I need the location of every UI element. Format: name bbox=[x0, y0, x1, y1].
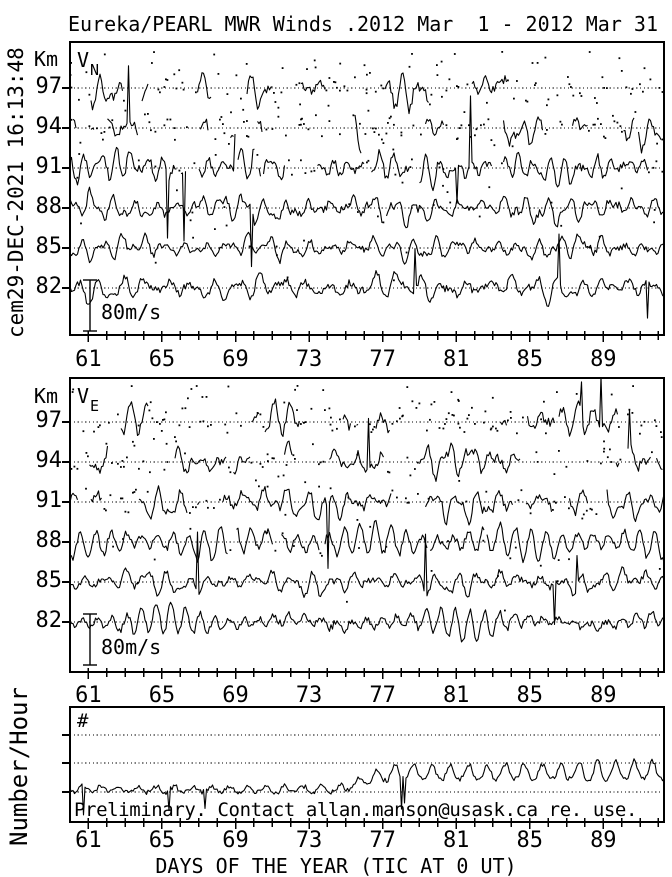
y-tick-label: 91 bbox=[35, 154, 63, 179]
vn-panel-unit-label: Km bbox=[33, 47, 58, 71]
x-tick-label: 81 bbox=[442, 683, 470, 708]
y-tick-label: 85 bbox=[35, 568, 63, 593]
vn-panel-label: VN bbox=[77, 48, 100, 79]
x-tick-label: 65 bbox=[148, 347, 176, 372]
x-tick-label: 81 bbox=[442, 828, 470, 853]
x-tick-label: 65 bbox=[148, 683, 176, 708]
y-tick-label: 97 bbox=[35, 74, 63, 99]
x-tick-label: 85 bbox=[516, 347, 544, 372]
x-tick-label: 77 bbox=[369, 347, 396, 372]
x-tick-label: 61 bbox=[75, 828, 102, 853]
preliminary-notice: Preliminary. Contact allan.manson@usask.… bbox=[74, 799, 637, 821]
x-axis-title: DAYS OF THE YEAR (TIC AT 0 UT) bbox=[155, 854, 517, 877]
plot-title: Eureka/PEARL MWR Winds .2012 Mar 1 - 201… bbox=[68, 12, 659, 36]
vn-label-sub: N bbox=[90, 61, 100, 79]
count-panel-group bbox=[62, 706, 665, 829]
ve-panel-label: VE bbox=[77, 384, 100, 415]
x-tick-label: 77 bbox=[369, 683, 396, 708]
x-tick-label: 89 bbox=[590, 683, 617, 708]
x-tick-label: 77 bbox=[369, 828, 396, 853]
x-tick-label: 61 bbox=[75, 347, 102, 372]
x-tick-label: 61 bbox=[75, 683, 102, 708]
vn-panel-group bbox=[62, 41, 665, 342]
ve-panel-unit-label: Km bbox=[33, 384, 58, 408]
x-tick-label: 89 bbox=[590, 828, 617, 853]
y-tick-label: 91 bbox=[35, 488, 63, 513]
count-traces bbox=[71, 758, 663, 816]
y-tick-label: 82 bbox=[35, 274, 63, 299]
x-tick-label: 73 bbox=[295, 683, 323, 708]
count-panel-corner-label: # bbox=[77, 710, 89, 732]
y-tick-label: 88 bbox=[35, 194, 63, 219]
ve-label-main: V bbox=[77, 384, 90, 408]
x-tick-label: 65 bbox=[148, 828, 176, 853]
ve-label-sub: E bbox=[90, 397, 100, 415]
x-tick-label: 81 bbox=[442, 347, 470, 372]
y-tick-label: 94 bbox=[35, 114, 63, 139]
y-tick-label: 97 bbox=[35, 408, 63, 433]
vn-label-main: V bbox=[77, 48, 90, 72]
y-tick-label: 94 bbox=[35, 448, 63, 473]
vn-traces bbox=[71, 51, 663, 319]
x-tick-label: 73 bbox=[295, 347, 323, 372]
x-tick-label: 85 bbox=[516, 683, 544, 708]
x-tick-label: 85 bbox=[516, 828, 544, 853]
vn-scale-bar-label: 80m/s bbox=[101, 300, 162, 324]
y-tick-label: 82 bbox=[35, 608, 63, 633]
x-tick-label: 69 bbox=[222, 828, 249, 853]
ve-traces bbox=[71, 379, 663, 643]
x-tick-label: 89 bbox=[590, 347, 617, 372]
ve-scale-bar-label: 80m/s bbox=[101, 635, 162, 659]
x-tick-label: 73 bbox=[295, 828, 323, 853]
ve-panel-group bbox=[62, 377, 665, 679]
x-tick-label: 69 bbox=[222, 347, 249, 372]
x-tick-label: 69 bbox=[222, 683, 249, 708]
y-tick-label: 85 bbox=[35, 234, 63, 259]
y-tick-label: 88 bbox=[35, 528, 63, 553]
